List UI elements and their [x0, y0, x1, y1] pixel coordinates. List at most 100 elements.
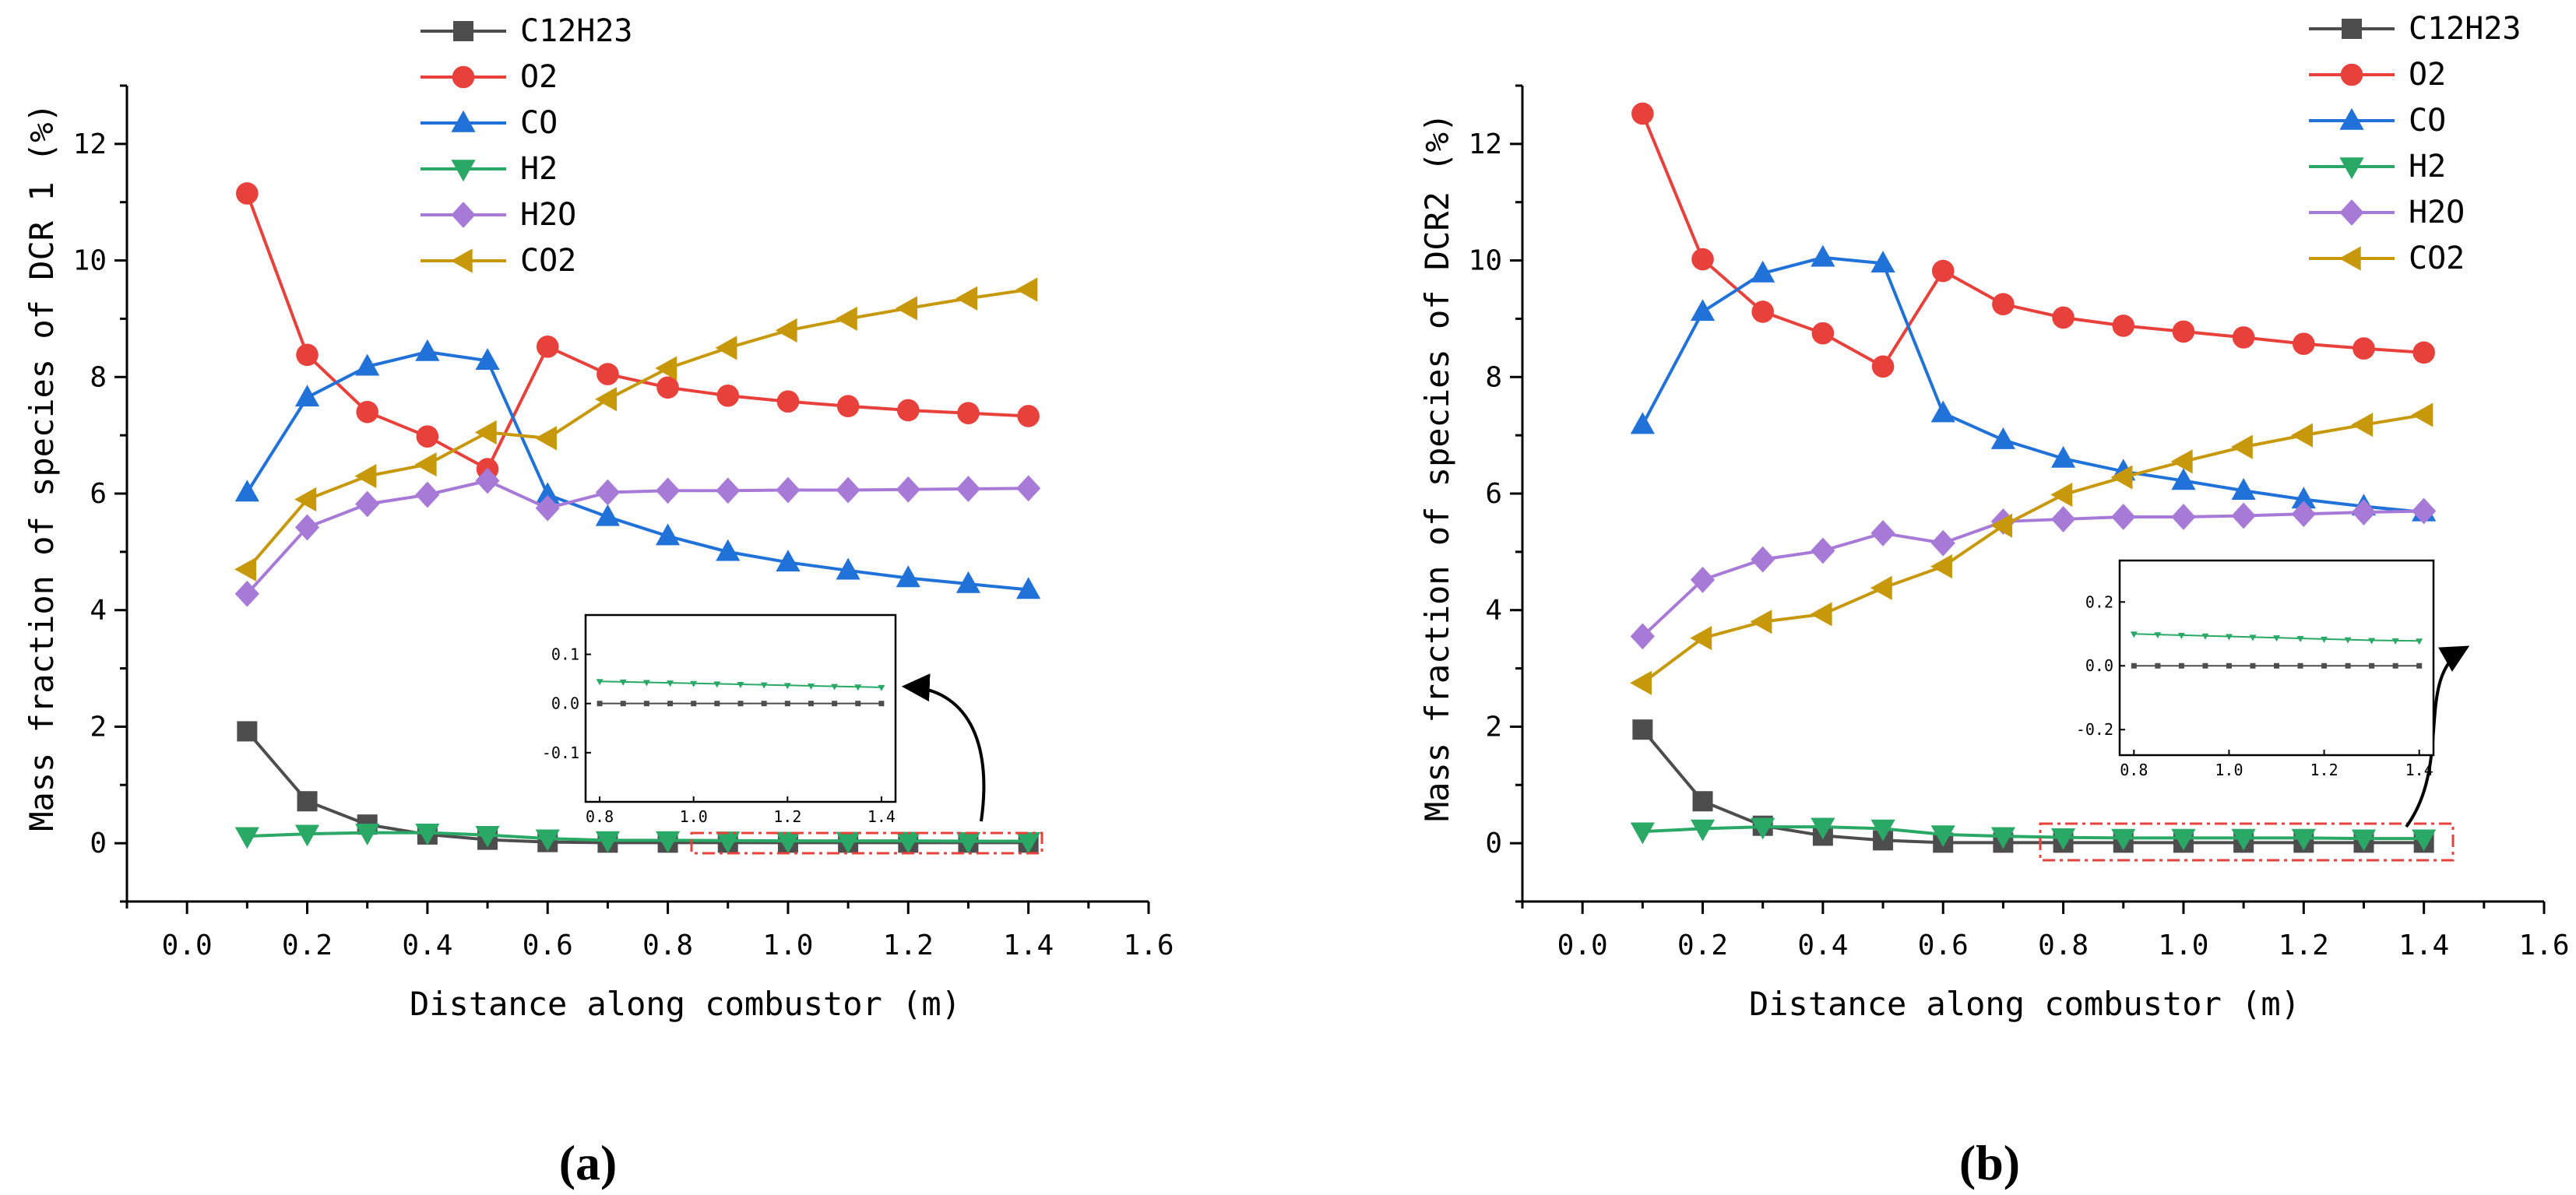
panel-a-point-h2: [1016, 831, 1041, 854]
panel-b-inset-point-h2: [2321, 636, 2328, 643]
panel-a-point-h2o: [535, 494, 560, 522]
panel-a-point-co2: [474, 420, 497, 445]
panel-a-inset-x-tick-label: 1.4: [867, 807, 896, 826]
panel-a-point-co2: [775, 318, 797, 343]
panel-a-point-o2: [776, 390, 800, 413]
panel-a-point-co2: [414, 452, 437, 477]
panel-a-point-co: [355, 353, 380, 376]
panel-b-inset-y-tick-label: 0.0: [2085, 656, 2113, 675]
panel-b-y-tick-label: 0: [1485, 828, 1502, 859]
panel-b-point-co: [1870, 251, 1895, 273]
panel-b-point-h2: [1870, 819, 1895, 842]
panel-b-legend-marker: [2342, 19, 2362, 39]
panel-a-y-tick-label: 4: [90, 595, 107, 627]
panel-b-point-o2: [1931, 259, 1955, 283]
panel-a-inset-frame: [584, 613, 897, 803]
panel-a-point-o2: [896, 399, 920, 422]
panel-a-point-h2o: [475, 467, 500, 494]
panel-b-y-tick-label: 4: [1485, 595, 1502, 627]
panel-a-point-h2o: [415, 481, 440, 508]
panel-a-x-tick-label: 1.6: [1123, 930, 1174, 961]
panel-a-y-tick-label: 0: [90, 828, 107, 859]
panel-a-legend-marker: [450, 248, 473, 273]
panel-a-inset-point-h2: [690, 680, 698, 687]
panel-a-point-h2o: [716, 477, 741, 504]
panel-b-point-co2: [1630, 670, 1652, 695]
panel-a-point-co2: [234, 557, 257, 582]
panel-a-inset-point-h2: [760, 682, 768, 689]
panel-b-point-h2o: [1930, 529, 1955, 557]
panel-b-point-o2: [2112, 315, 2135, 337]
panel-b-point-h2o: [2231, 502, 2256, 529]
panel-b-inset-point-c12h23: [2155, 663, 2161, 669]
panel-a-x-tick-label: 0.8: [642, 930, 693, 961]
panel-b-legend-marker: [2339, 107, 2364, 130]
panel-a-point-co: [716, 539, 741, 561]
panel-a-series-line-co: [245, 350, 1029, 592]
panel-b-point-o2: [1871, 355, 1895, 378]
panel-b-inset-point-c12h23: [2226, 663, 2232, 669]
panel-a-x-axis-label: Distance along combustor (m): [410, 985, 961, 1023]
panel-a-series: [234, 182, 1041, 854]
panel-a-inset-point-h2: [713, 681, 721, 688]
panel-b-point-h2: [2412, 829, 2437, 852]
panel-b-inset-point-h2: [2368, 638, 2376, 645]
panel-b-y-tick-label: 8: [1485, 361, 1502, 393]
panel-a-point-co: [595, 504, 621, 526]
panel-b-x-tick-label: 1.0: [2158, 930, 2208, 961]
panel-a-legend-marker: [451, 202, 476, 228]
panel-b-legend-label: C12H23: [2409, 11, 2521, 47]
panel-a-point-o2: [716, 384, 740, 407]
panel-b-legend-label: CO2: [2409, 241, 2465, 276]
panel-a-legend-label: H2O: [520, 197, 576, 233]
panel-b-point-h2o: [1690, 566, 1716, 593]
panel-a-point-h2: [535, 829, 560, 852]
panel-b-point-h2o: [2351, 499, 2377, 525]
panel-b-point-o2: [1751, 301, 1775, 323]
panel-a-point-c12h23: [237, 721, 258, 742]
panel-b-inset-x-tick-label: 1.2: [2310, 761, 2338, 779]
panel-a-y-tick-label: 6: [90, 478, 107, 510]
panel-a-point-h2o: [896, 476, 920, 503]
panel-b-point-h2: [2111, 828, 2136, 851]
panel-b-inset-point-h2: [2225, 634, 2233, 641]
panel-a-point-co2: [655, 356, 677, 381]
panel-b-point-co2: [2411, 402, 2433, 427]
panel-a-point-co2: [955, 286, 978, 311]
panel-b-point-co2: [2170, 449, 2193, 474]
panel-a-legend-label: CO2: [520, 243, 576, 279]
panel-b-point-co2: [1750, 610, 1772, 634]
panel-b-point-o2: [1811, 322, 1835, 345]
panel-b-inset-x-tick-label: 1.4: [2405, 761, 2433, 779]
panel-a-point-co2: [294, 487, 317, 512]
panel-b-point-h2o: [2291, 501, 2316, 528]
panel-a-legend-marker: [451, 110, 476, 132]
panel-a-point-co: [955, 571, 981, 593]
panel-b-point-co2: [2230, 434, 2253, 459]
panel-b-legend: C12H23 O2 CO H2 H2O CO2: [2309, 11, 2521, 276]
panel-b-point-co: [1690, 299, 1716, 322]
panel-b-point-co: [2171, 468, 2196, 490]
panel-b-point-co2: [1810, 602, 1832, 627]
panel-a-inset-point-h2: [878, 684, 885, 691]
panel-a-point-co: [294, 385, 320, 407]
panel-b-series-line-h2: [1642, 825, 2424, 841]
panel-b: 0.0 0.2 0.4 0.6 0.8 1.0 1.2 1.4 1.6 0 2 4 6 8 10 12 C12…: [1418, 11, 2570, 1190]
panel-b-x-tick-label: 1.2: [2279, 930, 2329, 961]
panel-b-point-co: [2050, 445, 2076, 468]
panel-b-point-co2: [1870, 575, 1892, 600]
panel-b-legend-label: H2O: [2409, 195, 2465, 230]
panel-b-y-tick-label: 12: [1469, 128, 1502, 160]
panel-a-point-co: [1016, 577, 1041, 599]
panel-b-y-tick-label: 10: [1469, 245, 1502, 277]
panel-b-inset-point-h2: [2249, 634, 2257, 641]
panel-b-point-o2: [2052, 306, 2075, 329]
panel-a-point-h2: [355, 823, 380, 845]
panel-a-legend: C12H23 O2 CO H2 H2O CO2: [421, 13, 633, 279]
panel-a-point-h2: [836, 831, 860, 854]
panel-b-point-co2: [2110, 465, 2133, 490]
panel-a-zoom-region-box: [690, 831, 1043, 855]
panel-a-point-h2o: [294, 514, 320, 541]
panel-b-point-h2: [1811, 817, 1835, 840]
panel-a-label: (a): [559, 1135, 618, 1190]
